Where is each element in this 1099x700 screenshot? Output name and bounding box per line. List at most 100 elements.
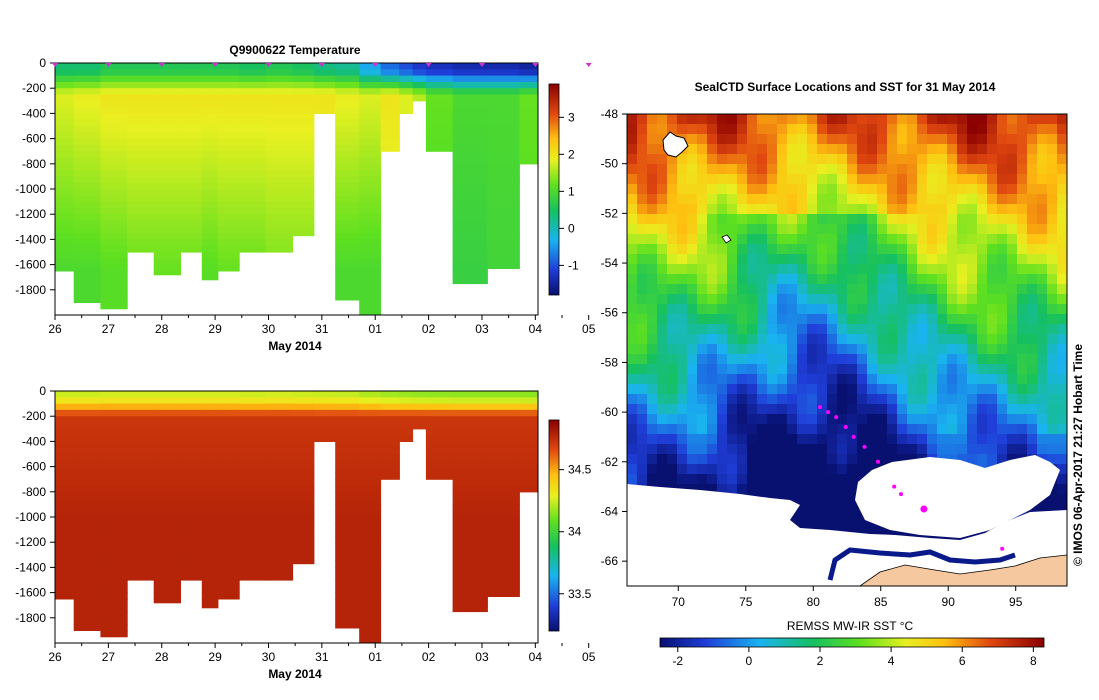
cell [239, 504, 267, 512]
sst-cell [807, 314, 818, 325]
sst-cell [1017, 384, 1028, 395]
sst-cell [787, 364, 798, 375]
sst-cell [697, 484, 708, 495]
cell [100, 441, 128, 449]
cell [100, 239, 128, 247]
cell [265, 132, 294, 140]
sst-cell [697, 244, 708, 255]
sst-cell [817, 274, 828, 285]
cell [335, 69, 360, 77]
sst-cell [637, 434, 648, 445]
cell [127, 454, 155, 461]
sst-cell [677, 454, 688, 465]
cell [239, 201, 267, 209]
sst-cell [637, 374, 648, 385]
cell [452, 435, 488, 442]
sst-cell [1047, 454, 1058, 465]
sst-cell [947, 274, 958, 285]
cell [399, 63, 414, 70]
sst-cell [717, 284, 728, 295]
sst-cell [1057, 154, 1067, 165]
cell [127, 245, 155, 253]
sst-cell [877, 274, 888, 285]
sst-cell [657, 144, 668, 155]
cell [100, 624, 128, 631]
sst-cell [847, 164, 858, 175]
sst-cell [687, 314, 698, 325]
cell [292, 119, 315, 127]
sst-cell [977, 274, 988, 285]
sst-cell [897, 374, 908, 385]
sst-cell [657, 424, 668, 435]
sst-cell [1017, 154, 1028, 165]
sst-cell [627, 234, 638, 245]
sst-cell [657, 394, 668, 405]
cell [425, 81, 454, 89]
cell [380, 466, 400, 474]
sst-cell [827, 314, 838, 325]
cell [335, 485, 360, 493]
cell [73, 81, 101, 89]
sst-cell [947, 154, 958, 165]
cell [487, 498, 520, 505]
cell [487, 397, 520, 405]
cell [359, 170, 382, 177]
sst-cell [937, 244, 948, 255]
cell [153, 454, 181, 461]
cell [487, 75, 520, 83]
cell [452, 561, 488, 568]
cell [335, 100, 360, 108]
sst-cell [947, 224, 958, 235]
sst-cell [857, 444, 868, 455]
sst-cell [647, 334, 658, 345]
cell [100, 510, 128, 518]
sst-cell [687, 484, 698, 495]
sst-cell [737, 234, 748, 245]
cell [380, 144, 400, 152]
sst-cell [927, 114, 938, 125]
sst-cell [997, 404, 1008, 415]
cell [180, 460, 203, 468]
cell [100, 214, 128, 222]
sst-cell [717, 334, 728, 345]
cell [180, 245, 203, 253]
y-tick-label: -200 [22, 409, 46, 423]
cell [239, 397, 267, 405]
cell [201, 454, 219, 461]
sst-cell [647, 324, 658, 335]
cell [359, 598, 382, 606]
sst-cell [987, 414, 998, 425]
sst-cell [847, 284, 858, 295]
sst-cell [1027, 354, 1038, 365]
sst-cell [657, 314, 668, 325]
cell [180, 176, 203, 184]
cell [487, 416, 520, 424]
x-tick-label: 26 [48, 650, 62, 664]
cell [519, 63, 538, 70]
sst-cell [857, 384, 868, 395]
sst-cell [1057, 214, 1067, 225]
cell [359, 69, 382, 77]
sst-cell [967, 344, 978, 355]
sst-cell [1027, 444, 1038, 455]
sst-cell [837, 524, 848, 535]
cell [55, 592, 75, 600]
sst-cell [987, 144, 998, 155]
cell [201, 441, 219, 449]
cell [73, 466, 101, 474]
sst-cell [997, 444, 1008, 455]
cell [335, 214, 360, 222]
cell [359, 144, 382, 152]
cell [180, 447, 203, 455]
sst-cell [727, 234, 738, 245]
sst-cell [707, 254, 718, 265]
sst-cell [757, 134, 768, 145]
y-tick-label: -800 [22, 485, 46, 499]
cell [55, 422, 75, 430]
sst-cell [787, 194, 798, 205]
cell [180, 472, 203, 480]
cell [380, 397, 400, 405]
cell [452, 233, 488, 240]
